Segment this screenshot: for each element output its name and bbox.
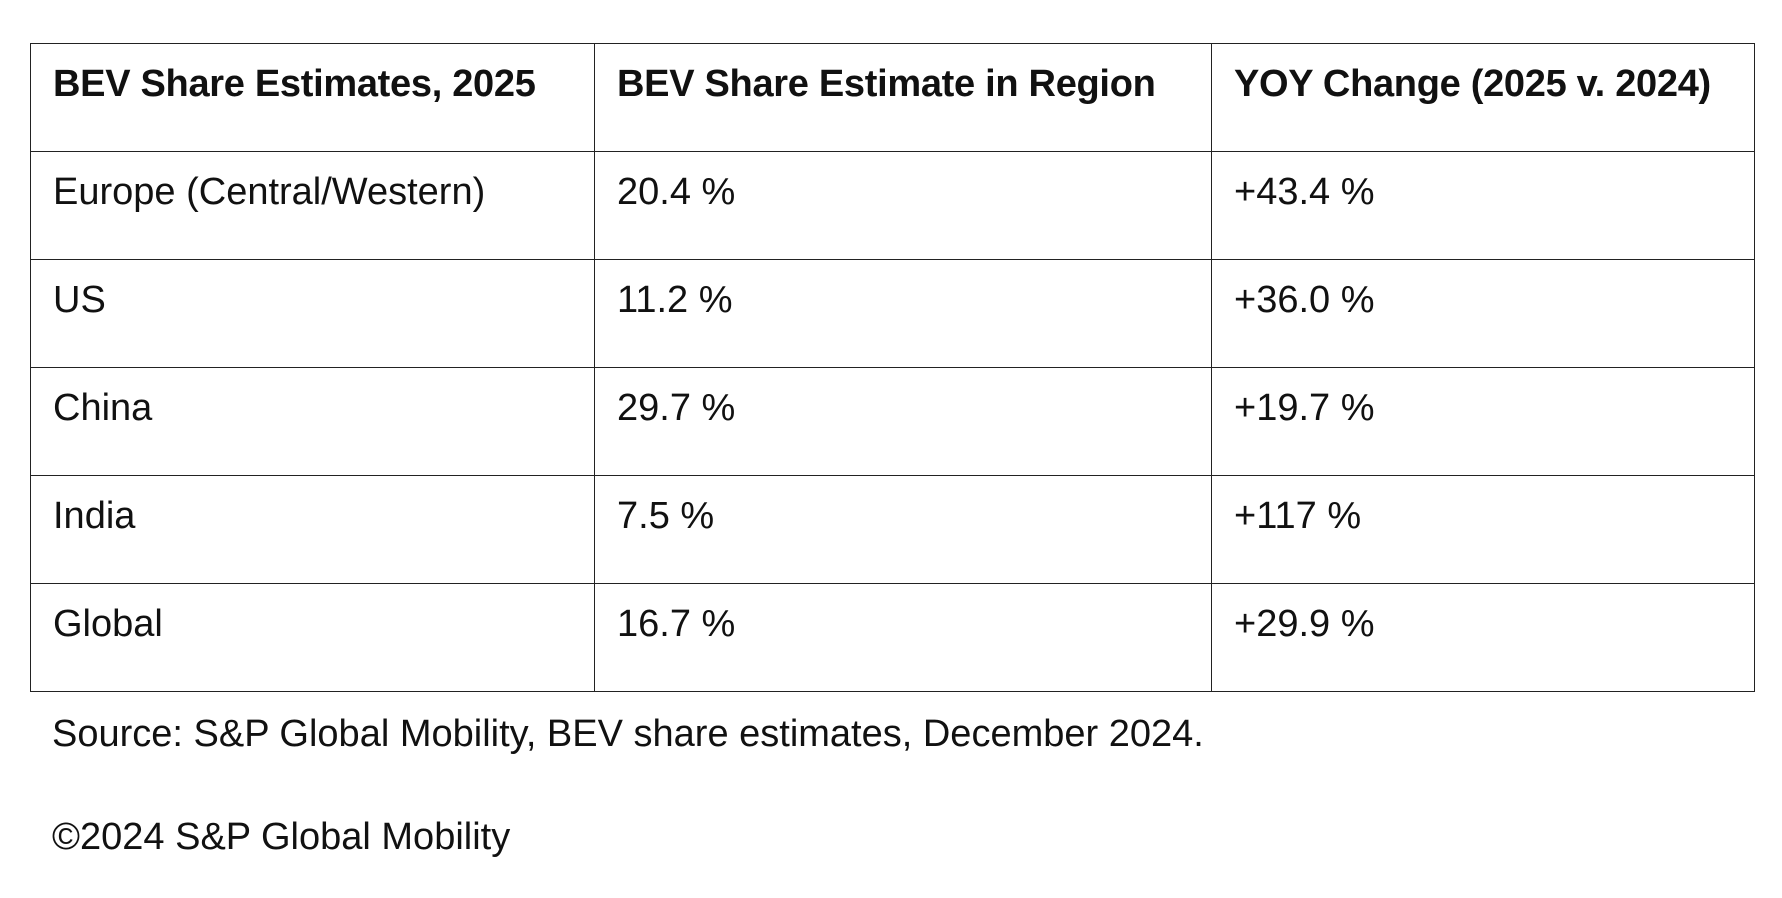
cell-region: India bbox=[30, 475, 595, 584]
cell-region: China bbox=[30, 367, 595, 476]
header-bev-share: BEV Share Estimate in Region bbox=[594, 43, 1212, 152]
cell-bev-share: 29.7 % bbox=[594, 367, 1212, 476]
header-region: BEV Share Estimates, 2025 bbox=[30, 43, 595, 152]
cell-yoy-change: +36.0 % bbox=[1211, 259, 1755, 368]
table-row: India 7.5 % +117 % bbox=[30, 475, 1755, 584]
table-header-row: BEV Share Estimates, 2025 BEV Share Esti… bbox=[30, 43, 1755, 152]
cell-yoy-change: +29.9 % bbox=[1211, 583, 1755, 692]
cell-region: Europe (Central/Western) bbox=[30, 151, 595, 260]
table-row: Global 16.7 % +29.9 % bbox=[30, 583, 1755, 692]
table-row: US 11.2 % +36.0 % bbox=[30, 259, 1755, 368]
table-row: Europe (Central/Western) 20.4 % +43.4 % bbox=[30, 151, 1755, 260]
copyright-notice: ©2024 S&P Global Mobility bbox=[52, 816, 511, 858]
cell-bev-share: 11.2 % bbox=[594, 259, 1212, 368]
cell-region: US bbox=[30, 259, 595, 368]
source-note: Source: S&P Global Mobility, BEV share e… bbox=[52, 713, 1204, 755]
cell-bev-share: 20.4 % bbox=[594, 151, 1212, 260]
cell-yoy-change: +117 % bbox=[1211, 475, 1755, 584]
cell-bev-share: 7.5 % bbox=[594, 475, 1212, 584]
cell-region: Global bbox=[30, 583, 595, 692]
table-row: China 29.7 % +19.7 % bbox=[30, 367, 1755, 476]
bev-share-table: BEV Share Estimates, 2025 BEV Share Esti… bbox=[30, 43, 1755, 692]
header-yoy-change: YOY Change (2025 v. 2024) bbox=[1211, 43, 1755, 152]
cell-yoy-change: +43.4 % bbox=[1211, 151, 1755, 260]
cell-yoy-change: +19.7 % bbox=[1211, 367, 1755, 476]
cell-bev-share: 16.7 % bbox=[594, 583, 1212, 692]
